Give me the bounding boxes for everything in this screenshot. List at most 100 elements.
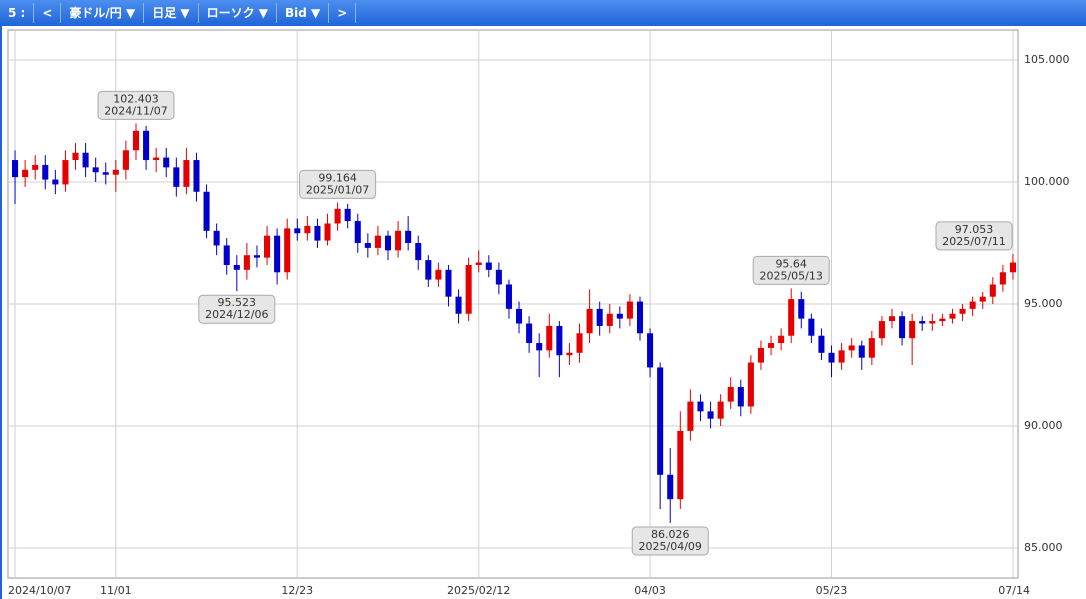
candle-body bbox=[153, 157, 160, 161]
annotation-value: 95.523 bbox=[218, 296, 257, 309]
candle-body bbox=[979, 296, 986, 302]
toolbar: 5 : < 豪ドル/円 ▼ 日足 ▼ ローソク ▼ Bid ▼ > bbox=[0, 0, 1086, 26]
candle-body bbox=[526, 323, 533, 344]
candle-body bbox=[264, 235, 271, 258]
annotation-date: 2024/12/06 bbox=[205, 308, 268, 321]
candle-body bbox=[233, 264, 240, 270]
candle-body bbox=[929, 321, 936, 324]
candle-body bbox=[314, 225, 321, 241]
candle-body bbox=[253, 255, 260, 258]
candle-body bbox=[808, 318, 815, 336]
annotation-date: 2025/01/07 bbox=[306, 183, 369, 196]
candle-body bbox=[768, 343, 775, 348]
toolbar-button[interactable]: 日足 ▼ bbox=[144, 3, 199, 23]
annotation-box bbox=[97, 90, 175, 120]
candle-body bbox=[737, 386, 744, 407]
candle-body bbox=[92, 167, 99, 173]
candle-body bbox=[465, 264, 472, 314]
candle-body bbox=[566, 352, 573, 356]
y-tick-label: 100.000 bbox=[1024, 175, 1070, 188]
candle-body bbox=[657, 367, 664, 475]
candle-body bbox=[727, 386, 734, 402]
candle-body bbox=[132, 130, 140, 151]
candle-body bbox=[384, 235, 392, 251]
candle-body bbox=[213, 230, 220, 246]
annotation-box bbox=[198, 294, 276, 324]
candle-body bbox=[495, 269, 502, 285]
candle-body bbox=[909, 321, 916, 339]
y-tick-label: 85.000 bbox=[1024, 541, 1063, 554]
candle-body bbox=[647, 333, 654, 368]
candle-body bbox=[959, 308, 966, 314]
x-tick-label: 05/23 bbox=[816, 584, 848, 597]
candle-body bbox=[717, 401, 724, 419]
candle-body bbox=[505, 284, 512, 309]
candle-body bbox=[818, 335, 825, 353]
candle-body bbox=[636, 301, 644, 334]
candle-body bbox=[102, 172, 109, 175]
candle-body bbox=[415, 243, 422, 261]
candle-body bbox=[697, 401, 704, 412]
candle-body bbox=[778, 335, 785, 344]
candle-body bbox=[677, 430, 684, 500]
candle-body bbox=[868, 338, 875, 358]
candle-body bbox=[1009, 262, 1016, 273]
candle-body bbox=[203, 191, 210, 231]
candle-body bbox=[294, 228, 301, 234]
candle-body bbox=[405, 230, 412, 244]
candle-body bbox=[828, 352, 835, 363]
annotation-date: 2025/05/13 bbox=[759, 269, 822, 282]
y-tick-label: 90.000 bbox=[1024, 419, 1063, 432]
candle-body bbox=[788, 299, 795, 336]
candle-body bbox=[667, 474, 674, 500]
candle-body bbox=[334, 208, 341, 224]
candle-body bbox=[848, 345, 855, 351]
candle-body bbox=[969, 301, 976, 309]
x-tick-label: 11/01 bbox=[100, 584, 132, 597]
candle-body bbox=[999, 272, 1006, 285]
candle-body bbox=[52, 179, 59, 185]
annotation-value: 97.053 bbox=[955, 223, 994, 236]
annotation-box bbox=[631, 526, 709, 556]
candle-body bbox=[949, 313, 956, 319]
candle-body bbox=[798, 299, 805, 319]
candle-body bbox=[626, 301, 633, 319]
candle-body bbox=[284, 228, 291, 273]
candle-body bbox=[223, 245, 230, 265]
candle-body bbox=[878, 321, 885, 339]
candle-body bbox=[112, 169, 119, 175]
candle-body bbox=[455, 296, 462, 314]
candle-body bbox=[707, 411, 714, 419]
candle-body bbox=[576, 333, 583, 353]
candle-body bbox=[354, 221, 361, 244]
x-tick-label: 04/03 bbox=[634, 584, 666, 597]
annotation-date: 2025/07/11 bbox=[942, 235, 1005, 248]
toolbar-button[interactable]: 豪ドル/円 ▼ bbox=[61, 3, 145, 23]
candle-body bbox=[556, 325, 563, 356]
candle-body bbox=[747, 362, 754, 407]
candle-body bbox=[425, 260, 432, 280]
toolbar-button[interactable]: 5 : bbox=[0, 3, 35, 23]
x-tick-label: 2025/02/12 bbox=[447, 584, 510, 597]
annotation-value: 102.403 bbox=[113, 92, 159, 105]
candle-body bbox=[344, 208, 351, 222]
candle-body bbox=[899, 316, 906, 339]
toolbar-button[interactable]: ローソク ▼ bbox=[199, 3, 278, 23]
candle-body bbox=[435, 269, 442, 280]
candle-body bbox=[324, 223, 331, 241]
toolbar-button[interactable]: < bbox=[34, 3, 62, 23]
annotation-box bbox=[752, 255, 830, 285]
candle-body bbox=[32, 164, 39, 170]
candle-body bbox=[173, 167, 180, 187]
annotation-date: 2025/04/09 bbox=[639, 540, 702, 553]
y-tick-label: 95.000 bbox=[1024, 297, 1063, 310]
toolbar-button[interactable]: > bbox=[329, 3, 357, 23]
candle-body bbox=[606, 313, 613, 326]
candle-body bbox=[364, 243, 371, 248]
candle-body bbox=[193, 160, 200, 192]
candle-body bbox=[858, 345, 865, 358]
candle-body bbox=[475, 262, 482, 265]
toolbar-button[interactable]: Bid ▼ bbox=[277, 3, 330, 23]
candle-body bbox=[183, 160, 190, 187]
annotation-date: 2024/11/07 bbox=[104, 104, 167, 117]
